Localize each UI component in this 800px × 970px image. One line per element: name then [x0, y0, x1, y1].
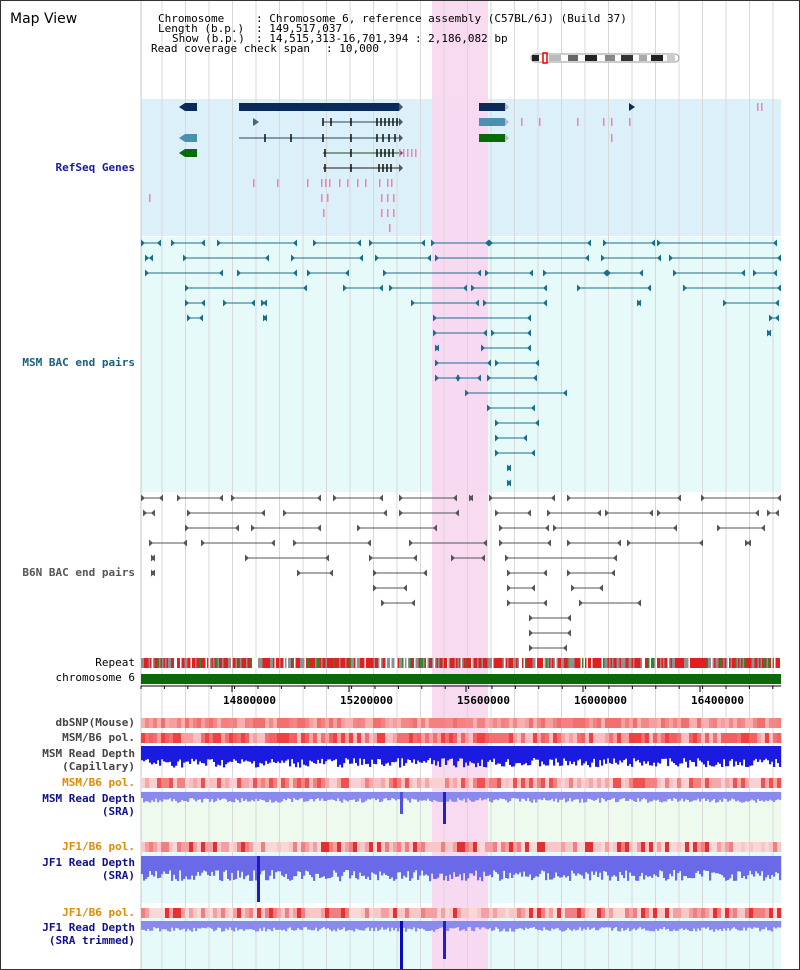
jf1-b6-pol-heatmap-2 — [141, 908, 782, 918]
read-coverage-key: Read coverage check span — [151, 42, 310, 55]
track-label-b6n-bac[interactable]: B6N BAC end pairs — [22, 566, 135, 579]
track-label-msm-read-depth-sra-sub: (SRA) — [101, 805, 135, 818]
grid-lines — [140, 1, 774, 969]
chromosome-key: Chromosome — [158, 12, 225, 25]
track-label-jf1-b6-pol-2[interactable]: JF1/B6 pol. — [62, 906, 135, 919]
msm-b6-pol-heatmap-1 — [141, 733, 782, 743]
msm-b6-pol-heatmap-2 — [141, 778, 782, 788]
track-label-msm-b6-pol-1[interactable]: MSM/B6 pol. — [62, 731, 135, 744]
read-coverage-value: : 10,000 — [326, 42, 379, 55]
jf1-read-depth-plot — [141, 856, 782, 902]
chromosome-bar — [141, 674, 781, 684]
jf1-read-depth-trimmed-plot — [141, 921, 782, 969]
track-label-jf1-read-depth-trim-sub: (SRA trimmed) — [48, 934, 135, 947]
track-label-jf1-b6-pol-1[interactable]: JF1/B6 pol. — [62, 840, 135, 853]
chromosome-ideogram — [530, 52, 680, 64]
track-label-dbsnp[interactable]: dbSNP(Mouse) — [55, 716, 135, 729]
repeat-track — [141, 658, 782, 668]
track-label-refseq[interactable]: RefSeq Genes — [55, 161, 135, 174]
msm-read-depth-capillary-plot — [141, 746, 782, 768]
msm-bac-end-pairs — [141, 239, 781, 487]
show-value: : 14,515,313-16,701,394 : 2,186,082 bp — [256, 32, 508, 45]
axis-tick-label: 16000000 — [574, 694, 627, 707]
track-label-jf1-read-depth[interactable]: JF1 Read Depth — [42, 856, 135, 869]
position-axis — [140, 685, 781, 692]
show-key: Show (b.p.) — [172, 32, 245, 45]
axis-tick-label: 16400000 — [691, 694, 744, 707]
dbsnp-heatmap — [141, 718, 782, 728]
track-label-jf1-read-depth-sub: (SRA) — [101, 869, 135, 882]
track-label-msm-read-depth-sra[interactable]: MSM Read Depth — [42, 792, 135, 805]
map-view-title: Map View — [10, 11, 78, 27]
refseq-gene-models — [149, 103, 763, 232]
b6n-bac-end-pairs — [141, 494, 781, 652]
length-value: : 149,517,037 — [256, 22, 343, 35]
track-label-jf1-read-depth-trim[interactable]: JF1 Read Depth — [42, 921, 135, 934]
highlight-region — [432, 1, 488, 969]
msm-read-depth-sra-plot — [141, 792, 782, 824]
track-label-repeat: Repeat — [95, 656, 135, 669]
track-label-msm-b6-pol-2[interactable]: MSM/B6 pol. — [62, 776, 135, 789]
track-label-msm-read-depth-cap-sub: (Capillary) — [62, 760, 135, 773]
length-key: Length (b.p.) — [158, 22, 245, 35]
jf1-b6-pol-heatmap-1 — [141, 842, 782, 852]
track-label-chromosome: chromosome 6 — [55, 671, 135, 684]
track-label-msm-bac[interactable]: MSM BAC end pairs — [22, 356, 135, 369]
axis-tick-label: 15600000 — [457, 694, 510, 707]
axis-tick-label: 14800000 — [223, 694, 276, 707]
track-label-msm-read-depth-cap[interactable]: MSM Read Depth — [42, 747, 135, 760]
axis-tick-label: 15200000 — [340, 694, 393, 707]
chromosome-value: : Chromosome 6, reference assembly (C57B… — [256, 12, 627, 25]
